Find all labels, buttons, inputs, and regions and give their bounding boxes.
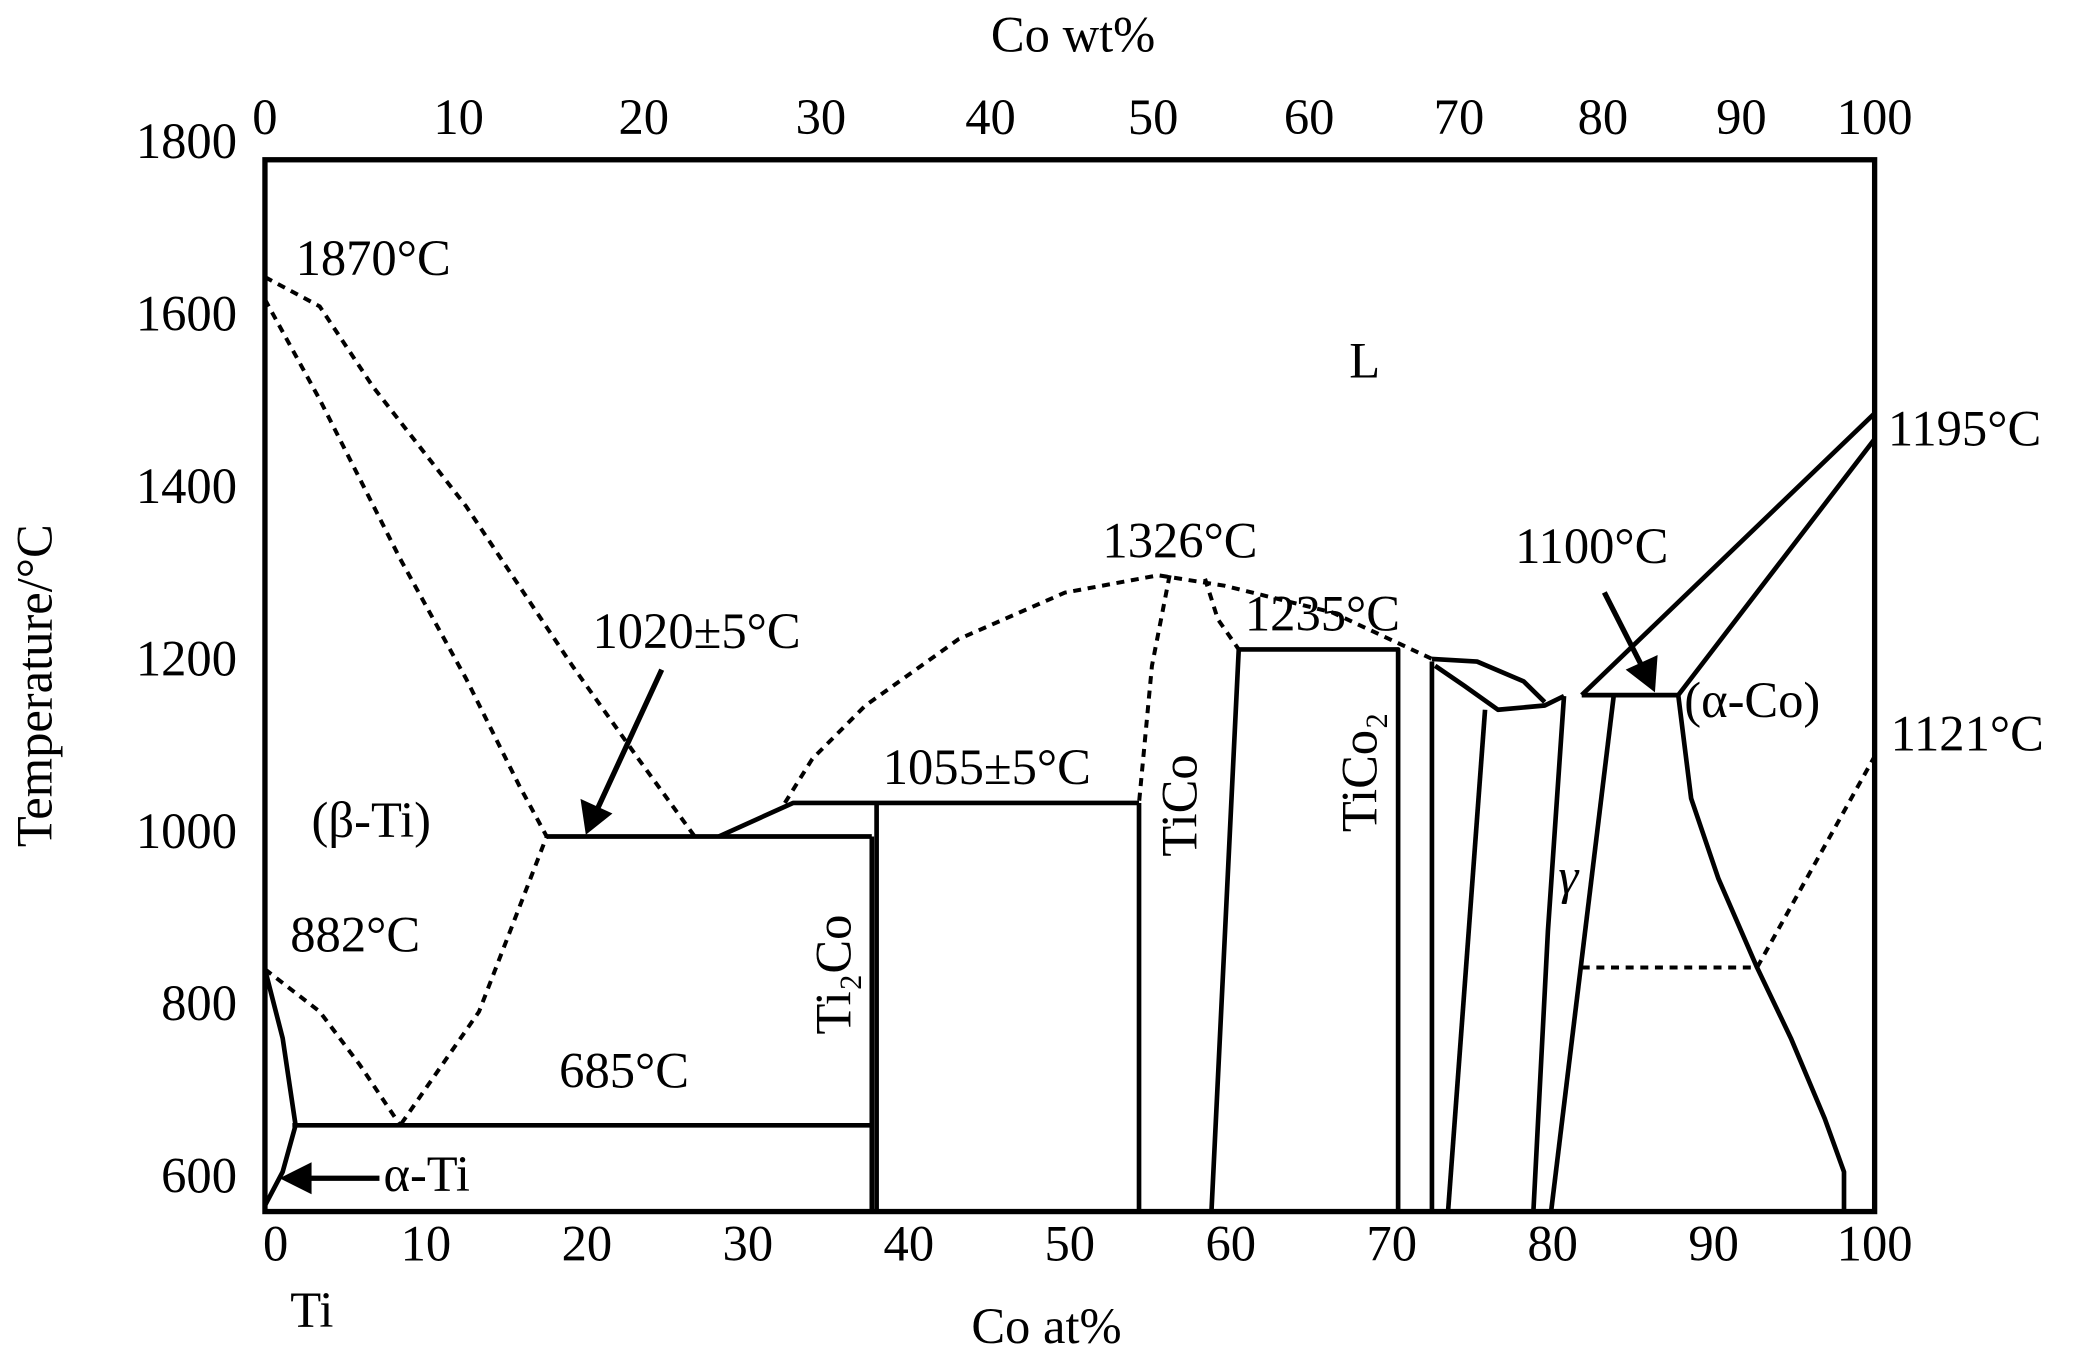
annotation: Ti	[290, 1282, 333, 1338]
phase-boundary	[1431, 656, 1547, 704]
y-tick-label: 800	[161, 975, 237, 1031]
phase-boundary-dashed	[264, 275, 697, 838]
x2-tick-label: 0	[252, 89, 277, 145]
y-axis-label: Temperature/°C	[7, 524, 63, 847]
annotation: 1055±5°C	[883, 739, 1091, 795]
x-tick-label: 90	[1688, 1215, 1739, 1271]
x2-tick-label: 50	[1128, 89, 1179, 145]
phase-boundary-dashed	[1581, 755, 1877, 970]
x-tick-label: 0	[263, 1215, 288, 1271]
plot-frame	[262, 157, 1878, 1215]
x-axis-label: Co at%	[971, 1298, 1121, 1354]
y-tick-label: 1800	[136, 113, 237, 169]
phase-boundary-dashed	[1137, 574, 1172, 804]
x2-tick-label: 60	[1284, 89, 1335, 145]
y-tick-label: 600	[161, 1148, 237, 1204]
x2-tick-label: 30	[796, 89, 847, 145]
phase-boundary	[717, 800, 1140, 839]
annotation: TiCo	[1152, 754, 1208, 856]
annotation: Ti₂Co	[805, 915, 861, 1035]
annotation: (α-Co)	[1684, 672, 1820, 728]
x2-tick-label: 20	[618, 89, 669, 145]
x2-tick-label: 40	[965, 89, 1016, 145]
annotation: 1870°C	[296, 230, 451, 286]
phase-boundary-dashed	[263, 298, 549, 1127]
arrow	[1601, 591, 1658, 693]
annotation: L	[1349, 333, 1380, 389]
arrow	[279, 1162, 380, 1195]
annotation: 1235°C	[1245, 586, 1400, 642]
y-tick-label: 1600	[136, 285, 237, 341]
annotation: 1020±5°C	[592, 603, 800, 659]
y-tick-label: 1000	[136, 803, 237, 859]
x2-tick-label: 10	[433, 89, 484, 145]
phase-boundary	[1433, 663, 1566, 713]
x-tick-label: 100	[1837, 1215, 1913, 1271]
phase-boundary	[1675, 694, 1847, 1212]
x2-tick-label: 70	[1434, 89, 1485, 145]
x2-tick-label: 100	[1837, 89, 1913, 145]
phase-boundary	[262, 968, 298, 1207]
annotation: 685°C	[559, 1042, 689, 1098]
y-tick-label: 1400	[136, 458, 237, 514]
annotation: 1100°C	[1515, 518, 1668, 574]
annotation: 1121°C	[1891, 706, 2044, 762]
x2-tick-label: 80	[1578, 89, 1629, 145]
phase-boundary	[1531, 695, 1567, 1212]
x-tick-label: 30	[723, 1215, 774, 1271]
annotation: (β-Ti)	[312, 792, 431, 848]
x-tick-label: 10	[401, 1215, 452, 1271]
annotation: 1195°C	[1888, 401, 2041, 457]
phase-boundary	[1548, 694, 1617, 1212]
phase-boundary	[1209, 647, 1401, 1212]
phase-boundary	[1676, 437, 1877, 697]
phase-boundary	[1580, 411, 1877, 697]
x-tick-label: 70	[1366, 1215, 1417, 1271]
annotation: γ	[1558, 848, 1580, 904]
annotation: α-Ti	[383, 1146, 470, 1202]
x-tick-label: 50	[1044, 1215, 1095, 1271]
phase-boundary	[1445, 709, 1488, 1212]
x-tick-label: 40	[884, 1215, 935, 1271]
annotation: 1326°C	[1102, 512, 1257, 568]
y-tick-label: 1200	[136, 630, 237, 686]
arrow	[580, 668, 665, 835]
x2-axis-label: Co wt%	[991, 7, 1155, 63]
phase-boundary-dashed	[783, 573, 1433, 805]
x-tick-label: 20	[562, 1215, 613, 1271]
x-tick-label: 60	[1205, 1215, 1256, 1271]
phase-boundary-dashed	[263, 967, 402, 1127]
annotation: TiCo₂	[1331, 712, 1387, 832]
x-tick-label: 80	[1527, 1215, 1578, 1271]
annotation: 882°C	[290, 907, 420, 963]
x2-tick-label: 90	[1716, 89, 1767, 145]
